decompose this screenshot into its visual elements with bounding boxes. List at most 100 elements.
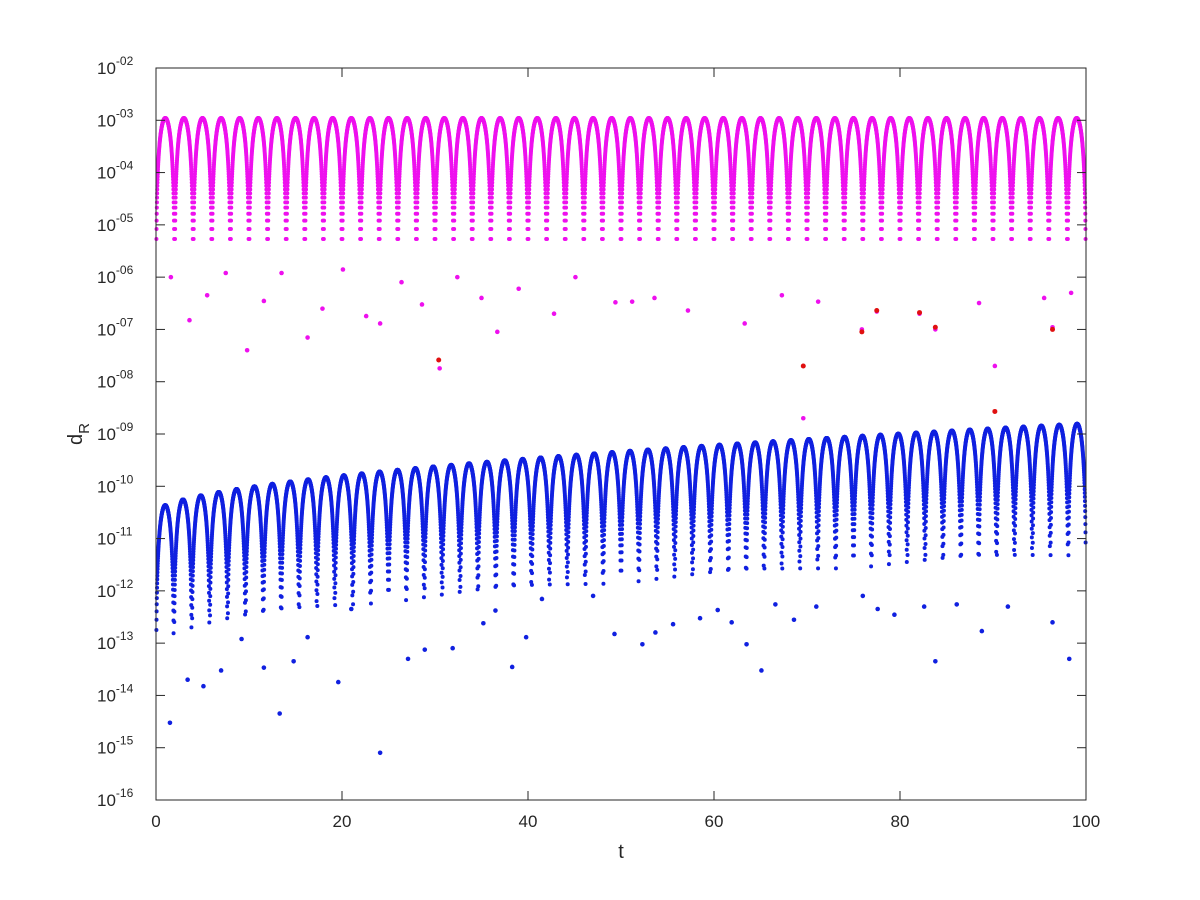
magenta-point (266, 195, 271, 200)
magenta-point (226, 174, 231, 179)
magenta-point (563, 218, 568, 223)
magenta-point (174, 177, 179, 182)
magenta-point (564, 195, 569, 200)
magenta-point (415, 191, 420, 196)
magenta-point (656, 237, 661, 242)
magenta-point (433, 237, 438, 242)
magenta-point (582, 218, 587, 223)
magenta-point (359, 195, 364, 200)
magenta-point (601, 211, 606, 216)
magenta-point (303, 195, 308, 200)
magenta-point (545, 200, 550, 205)
magenta-point (341, 191, 346, 196)
magenta-point (228, 226, 233, 231)
magenta-point (245, 180, 250, 185)
magenta-point (174, 180, 179, 185)
magenta-point (229, 218, 234, 223)
magenta-point (396, 200, 401, 205)
magenta-point (638, 191, 643, 196)
magenta-point (173, 195, 178, 200)
magenta-point (266, 200, 271, 205)
magenta-point (396, 218, 401, 223)
magenta-point (657, 205, 662, 210)
magenta-point (527, 187, 532, 192)
magenta-point (189, 174, 194, 179)
magenta-point (415, 218, 420, 223)
magenta-point (248, 187, 253, 192)
magenta-point (545, 187, 550, 192)
magenta-point (452, 211, 457, 216)
magenta-point (470, 218, 475, 223)
magenta-point (657, 187, 662, 192)
magenta-point (471, 195, 476, 200)
magenta-point (248, 191, 253, 196)
magenta-point (267, 180, 272, 185)
magenta-point (192, 195, 197, 200)
magenta-point (415, 187, 420, 192)
magenta-point (378, 187, 383, 192)
magenta-point (378, 195, 383, 200)
magenta-point (229, 183, 234, 188)
magenta-point (267, 177, 272, 182)
magenta-point (170, 174, 175, 179)
magenta-point (341, 195, 346, 200)
magenta-point (303, 237, 308, 242)
magenta-point (638, 218, 643, 223)
magenta-point (303, 226, 308, 231)
magenta-point (284, 218, 289, 223)
magenta-point (248, 195, 253, 200)
magenta-point (396, 211, 401, 216)
magenta-point (359, 191, 364, 196)
magenta-point (508, 191, 513, 196)
magenta-point (321, 226, 326, 231)
magenta-point (210, 211, 215, 216)
magenta-point (434, 187, 439, 192)
magenta-point (414, 237, 419, 242)
magenta-point (229, 187, 234, 192)
magenta-point (377, 211, 382, 216)
magenta-point (192, 187, 197, 192)
magenta-point (414, 226, 419, 231)
magenta-point (359, 205, 364, 210)
magenta-point (582, 226, 587, 231)
magenta-point (489, 200, 494, 205)
magenta-point (229, 177, 234, 182)
magenta-point (433, 205, 438, 210)
magenta-point (359, 226, 364, 231)
magenta-point (173, 226, 178, 231)
magenta-point (245, 174, 250, 179)
magenta-point (303, 211, 308, 216)
magenta-point (526, 200, 531, 205)
magenta-point (601, 187, 606, 192)
magenta-point (526, 226, 531, 231)
magenta-point (247, 226, 252, 231)
magenta-point (433, 211, 438, 216)
magenta-point (638, 187, 643, 192)
magenta-point (452, 218, 457, 223)
magenta-point (675, 205, 680, 210)
magenta-point (471, 191, 476, 196)
magenta-point (266, 218, 271, 223)
magenta-point (601, 200, 606, 205)
magenta-point (154, 226, 159, 231)
magenta-point (340, 237, 345, 242)
magenta-point (173, 218, 178, 223)
magenta-point (359, 237, 364, 242)
magenta-point (378, 200, 383, 205)
magenta-point (452, 205, 457, 210)
magenta-point (471, 205, 476, 210)
magenta-point (192, 177, 197, 182)
magenta-point (526, 237, 531, 242)
magenta-point (229, 211, 234, 216)
magenta-point (583, 187, 588, 192)
magenta-point (173, 187, 178, 192)
magenta-point (526, 205, 531, 210)
magenta-point (340, 205, 345, 210)
magenta-point (340, 211, 345, 216)
magenta-point (210, 237, 215, 242)
magenta-point (322, 211, 327, 216)
magenta-point (619, 211, 624, 216)
magenta-point (285, 191, 290, 196)
magenta-point (508, 187, 513, 192)
